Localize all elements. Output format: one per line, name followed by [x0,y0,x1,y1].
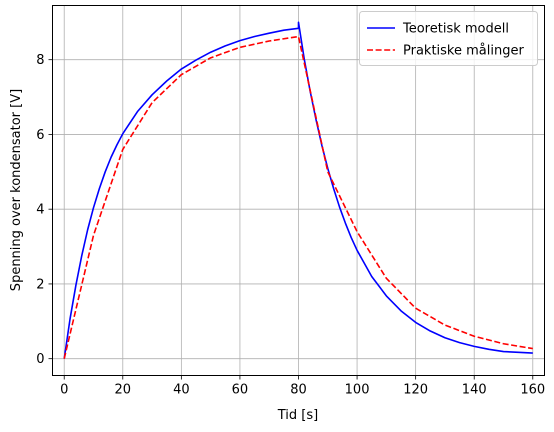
x-tick-label: 160 [520,383,545,398]
y-tick-label: 0 [36,352,44,367]
series-line-praktiske-malinger [63,35,533,359]
x-tick-label: 60 [232,383,249,398]
legend-box [359,11,538,66]
x-tick-label: 140 [462,383,487,398]
legend-label-praktiske: Praktiske målinger [403,44,524,59]
y-axis-label: Spenning over kondensator [V] [9,89,24,291]
x-tick-label: 100 [345,383,370,398]
y-axis: 0 2 4 6 8 [36,53,53,367]
x-axis: 0 20 40 60 80 100 120 140 160 [60,375,545,398]
x-axis-label: Tid [s] [277,408,318,423]
x-tick-label: 0 [60,383,68,398]
x-tick-label: 120 [403,383,428,398]
x-tick-label: 80 [290,383,307,398]
legend-label-teoretisk: Teoretisk modell [402,22,509,37]
x-tick-label: 40 [173,383,190,398]
y-tick-label: 8 [36,53,44,68]
y-tick-label: 6 [36,128,44,143]
series-layer [63,21,533,359]
series-line-teoretisk-modell [63,21,533,359]
y-tick-label: 2 [36,277,44,292]
y-tick-label: 4 [36,203,44,218]
legend: Teoretisk modell Praktiske målinger [359,11,538,66]
x-tick-label: 20 [115,383,132,398]
